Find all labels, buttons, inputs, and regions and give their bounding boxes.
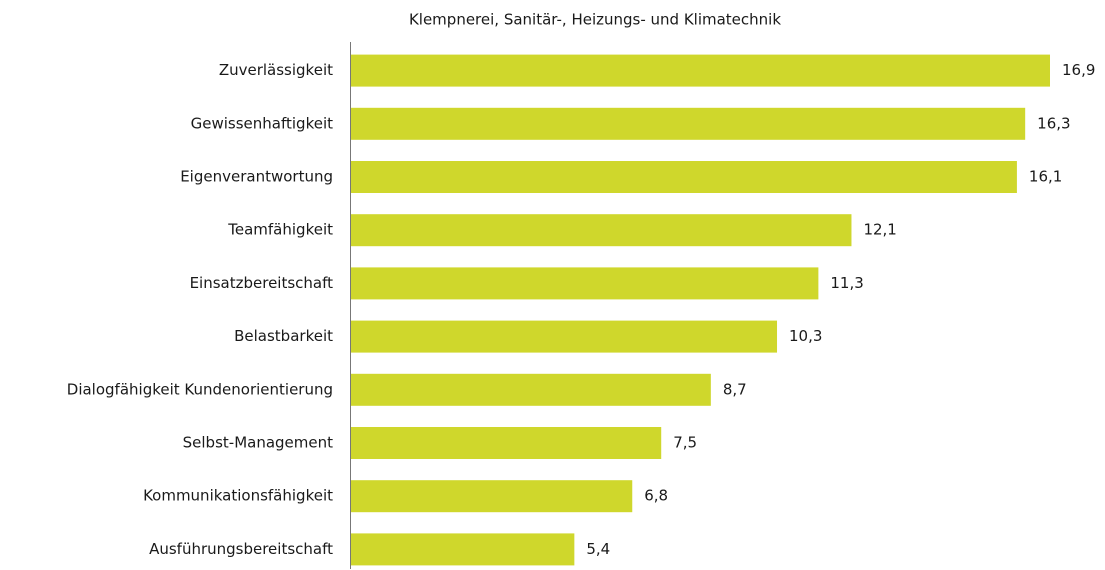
y-tick-label: Teamfähigkeit bbox=[227, 221, 333, 239]
bar bbox=[351, 427, 662, 459]
value-label: 12,1 bbox=[863, 221, 896, 239]
chart-title: Klempnerei, Sanitär-, Heizungs- und Klim… bbox=[409, 11, 781, 29]
value-label: 7,5 bbox=[673, 434, 697, 452]
value-label: 16,9 bbox=[1062, 61, 1095, 79]
y-tick-label: Dialogfähigkeit Kundenorientierung bbox=[67, 380, 333, 398]
value-label: 11,3 bbox=[830, 274, 863, 292]
bar bbox=[351, 107, 1026, 140]
value-label: 6,8 bbox=[644, 487, 668, 505]
y-tick-label: Kommunikationsfähigkeit bbox=[143, 487, 333, 505]
value-label: 5,4 bbox=[586, 540, 610, 558]
bar bbox=[351, 320, 778, 353]
y-tick-label: Selbst-Management bbox=[183, 434, 333, 452]
y-tick-label: Zuverlässigkeit bbox=[219, 61, 333, 79]
y-tick-label: Einsatzbereitschaft bbox=[190, 274, 334, 292]
bar bbox=[351, 214, 852, 247]
value-label: 8,7 bbox=[723, 380, 747, 398]
y-tick-label: Ausführungsbereitschaft bbox=[149, 540, 333, 558]
bar bbox=[351, 480, 633, 513]
bar bbox=[351, 161, 1017, 193]
value-label: 16,1 bbox=[1029, 168, 1062, 186]
bar bbox=[351, 267, 819, 300]
y-tick-label: Gewissenhaftigkeit bbox=[191, 114, 333, 132]
bar bbox=[351, 54, 1050, 87]
y-tick-label: Belastbarkeit bbox=[234, 327, 333, 345]
value-label: 10,3 bbox=[789, 327, 822, 345]
value-label: 16,3 bbox=[1037, 114, 1070, 132]
y-tick-label: Eigenverantwortung bbox=[180, 168, 333, 186]
bar bbox=[351, 373, 711, 406]
bar bbox=[351, 533, 575, 566]
